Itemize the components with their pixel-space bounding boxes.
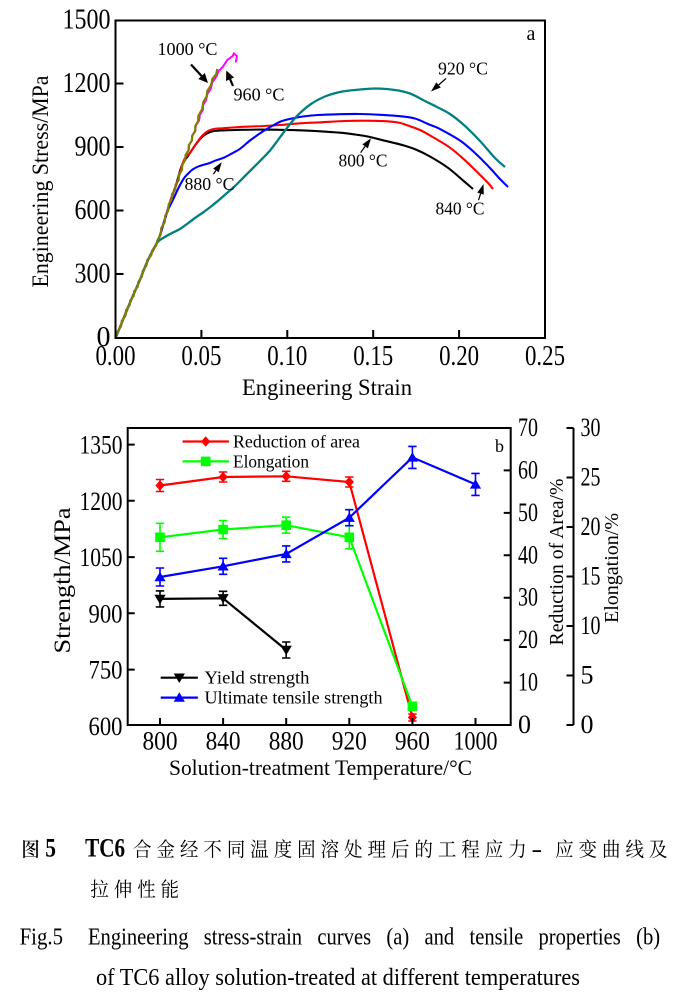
svg-text:50: 50: [518, 498, 538, 527]
svg-text:10: 10: [518, 668, 538, 697]
svg-text:0.25: 0.25: [525, 341, 565, 372]
svg-text:880 °C: 880 °C: [185, 174, 235, 194]
svg-text:Engineering Stress/MPa: Engineering Stress/MPa: [28, 76, 53, 288]
svg-text:Ultimate tensile strength: Ultimate tensile strength: [205, 688, 383, 708]
svg-text:curves: curves: [317, 925, 371, 951]
svg-text:and: and: [425, 925, 455, 951]
svg-text:900: 900: [75, 131, 111, 162]
svg-text:tensile: tensile: [470, 925, 524, 951]
svg-text:5: 5: [581, 661, 594, 690]
svg-text:0.10: 0.10: [267, 341, 307, 372]
svg-text:15: 15: [581, 562, 601, 591]
svg-text:840 °C: 840 °C: [436, 199, 485, 219]
svg-text:1350: 1350: [80, 431, 123, 460]
svg-text:(b): (b): [636, 925, 660, 951]
svg-text:840: 840: [206, 727, 241, 756]
svg-text:0.20: 0.20: [439, 341, 479, 372]
svg-text:1200: 1200: [63, 68, 111, 99]
svg-text:900: 900: [89, 599, 123, 628]
svg-text:800: 800: [143, 727, 178, 756]
svg-text:0.05: 0.05: [181, 341, 221, 372]
svg-text:60: 60: [518, 455, 538, 484]
svg-text:Fig.5: Fig.5: [20, 925, 63, 951]
svg-text:properties: properties: [539, 925, 621, 951]
svg-text:10: 10: [581, 611, 601, 640]
svg-text:5: 5: [45, 834, 56, 863]
svg-text:Engineering Strain: Engineering Strain: [242, 375, 412, 401]
svg-text:30: 30: [581, 413, 601, 442]
svg-text:70: 70: [518, 413, 538, 442]
svg-text:(a): (a): [386, 925, 409, 951]
svg-text:0: 0: [97, 322, 111, 353]
svg-text:a: a: [527, 23, 536, 45]
svg-text:Yield strength: Yield strength: [205, 668, 310, 688]
svg-text:880: 880: [269, 727, 304, 756]
svg-text:40: 40: [518, 540, 538, 569]
svg-text:1000 °C: 1000 °C: [158, 39, 218, 59]
svg-text:1050: 1050: [80, 543, 123, 572]
svg-text:Strength/MPa: Strength/MPa: [50, 508, 75, 654]
svg-text:960 °C: 960 °C: [234, 85, 285, 105]
svg-text:920 °C: 920 °C: [438, 59, 488, 79]
svg-text:30: 30: [518, 583, 538, 612]
svg-text:0: 0: [518, 710, 531, 739]
svg-text:0.15: 0.15: [353, 341, 393, 372]
svg-text:Reduction of Area/%: Reduction of Area/%: [546, 479, 568, 646]
svg-text:20: 20: [518, 625, 538, 654]
svg-text:TC6: TC6: [85, 834, 125, 863]
svg-text:25: 25: [581, 463, 601, 492]
svg-text:600: 600: [89, 712, 123, 741]
svg-text:stress-strain: stress-strain: [204, 925, 302, 951]
svg-text:20: 20: [581, 512, 601, 541]
svg-text:920: 920: [332, 727, 367, 756]
svg-text:b: b: [495, 436, 504, 456]
svg-text:of TC6 alloy solution-treated: of TC6 alloy solution-treated at differe…: [96, 965, 580, 991]
svg-text:1000: 1000: [454, 727, 498, 756]
svg-text:Solution-treatment Temperature: Solution-treatment Temperature/°C: [169, 755, 472, 780]
svg-text:Engineering: Engineering: [88, 925, 189, 951]
svg-text:750: 750: [89, 656, 123, 685]
svg-text:300: 300: [75, 258, 111, 289]
svg-text:600: 600: [75, 195, 111, 226]
svg-text:0: 0: [581, 710, 594, 739]
svg-text:1500: 1500: [63, 4, 111, 35]
svg-text:1200: 1200: [80, 487, 123, 516]
svg-text:Elongation: Elongation: [233, 451, 309, 471]
svg-text:Elongation/%: Elongation/%: [601, 513, 623, 623]
svg-text:0.00: 0.00: [96, 341, 136, 372]
svg-text:960: 960: [395, 727, 430, 756]
svg-text:800 °C: 800 °C: [339, 151, 388, 171]
svg-text:Reduction of area: Reduction of area: [233, 432, 360, 452]
